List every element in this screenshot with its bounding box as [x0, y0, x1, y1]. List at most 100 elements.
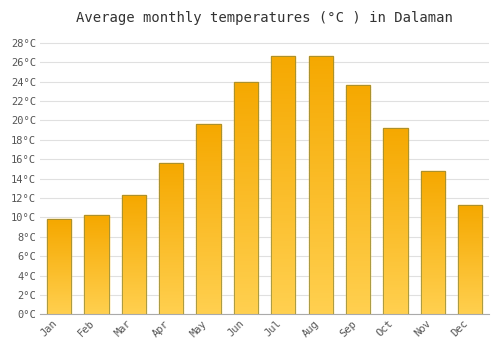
Bar — [159, 272, 184, 274]
Bar — [196, 233, 220, 234]
Bar — [420, 260, 445, 261]
Bar — [420, 233, 445, 234]
Bar — [384, 182, 407, 184]
Bar — [271, 172, 295, 175]
Bar — [384, 210, 407, 212]
Bar — [47, 285, 71, 286]
Bar — [196, 256, 220, 257]
Bar — [384, 139, 407, 141]
Bar — [196, 238, 220, 240]
Bar — [196, 174, 220, 176]
Bar — [384, 247, 407, 249]
Bar — [308, 219, 333, 222]
Bar — [122, 246, 146, 247]
Bar — [234, 259, 258, 261]
Bar — [47, 307, 71, 308]
Bar — [420, 297, 445, 299]
Bar — [84, 300, 108, 301]
Bar — [420, 180, 445, 181]
Bar — [384, 286, 407, 288]
Bar — [308, 206, 333, 209]
Bar — [420, 211, 445, 212]
Bar — [384, 234, 407, 236]
Bar — [384, 130, 407, 132]
Bar — [122, 272, 146, 273]
Bar — [159, 172, 184, 174]
Bar — [234, 182, 258, 184]
Bar — [384, 288, 407, 290]
Bar — [159, 195, 184, 196]
Bar — [122, 294, 146, 295]
Bar — [234, 307, 258, 310]
Bar — [196, 216, 220, 217]
Bar — [47, 257, 71, 258]
Bar — [159, 190, 184, 192]
Bar — [84, 215, 108, 314]
Bar — [458, 225, 482, 226]
Bar — [159, 204, 184, 205]
Bar — [122, 238, 146, 239]
Bar — [159, 305, 184, 307]
Bar — [458, 275, 482, 276]
Bar — [308, 281, 333, 284]
Bar — [308, 113, 333, 116]
Bar — [122, 226, 146, 228]
Bar — [122, 217, 146, 218]
Bar — [234, 273, 258, 275]
Bar — [384, 253, 407, 255]
Bar — [346, 280, 370, 282]
Bar — [159, 205, 184, 207]
Bar — [420, 284, 445, 286]
Bar — [420, 238, 445, 240]
Bar — [271, 133, 295, 136]
Bar — [271, 188, 295, 190]
Bar — [346, 186, 370, 188]
Bar — [384, 180, 407, 182]
Bar — [84, 246, 108, 247]
Bar — [420, 199, 445, 201]
Bar — [271, 86, 295, 89]
Bar — [122, 284, 146, 285]
Bar — [420, 221, 445, 223]
Bar — [271, 239, 295, 242]
Bar — [271, 281, 295, 284]
Bar — [308, 175, 333, 178]
Bar — [384, 268, 407, 270]
Bar — [420, 290, 445, 292]
Bar — [346, 282, 370, 285]
Bar — [308, 291, 333, 294]
Bar — [384, 307, 407, 309]
Bar — [271, 115, 295, 118]
Bar — [122, 267, 146, 268]
Bar — [346, 96, 370, 98]
Bar — [159, 192, 184, 194]
Bar — [346, 239, 370, 241]
Bar — [234, 284, 258, 286]
Bar — [458, 263, 482, 264]
Bar — [458, 307, 482, 308]
Bar — [346, 255, 370, 257]
Bar — [346, 138, 370, 140]
Bar — [420, 266, 445, 267]
Bar — [196, 187, 220, 189]
Bar — [84, 273, 108, 274]
Bar — [458, 267, 482, 268]
Bar — [47, 293, 71, 294]
Bar — [458, 304, 482, 306]
Bar — [271, 226, 295, 229]
Bar — [196, 274, 220, 277]
Bar — [234, 168, 258, 170]
Bar — [346, 149, 370, 151]
Bar — [271, 107, 295, 110]
Bar — [384, 143, 407, 145]
Bar — [346, 296, 370, 298]
Bar — [122, 286, 146, 287]
Bar — [159, 293, 184, 295]
Bar — [384, 245, 407, 247]
Bar — [159, 271, 184, 272]
Bar — [84, 295, 108, 296]
Bar — [84, 215, 108, 216]
Bar — [271, 84, 295, 86]
Bar — [84, 240, 108, 241]
Bar — [159, 261, 184, 263]
